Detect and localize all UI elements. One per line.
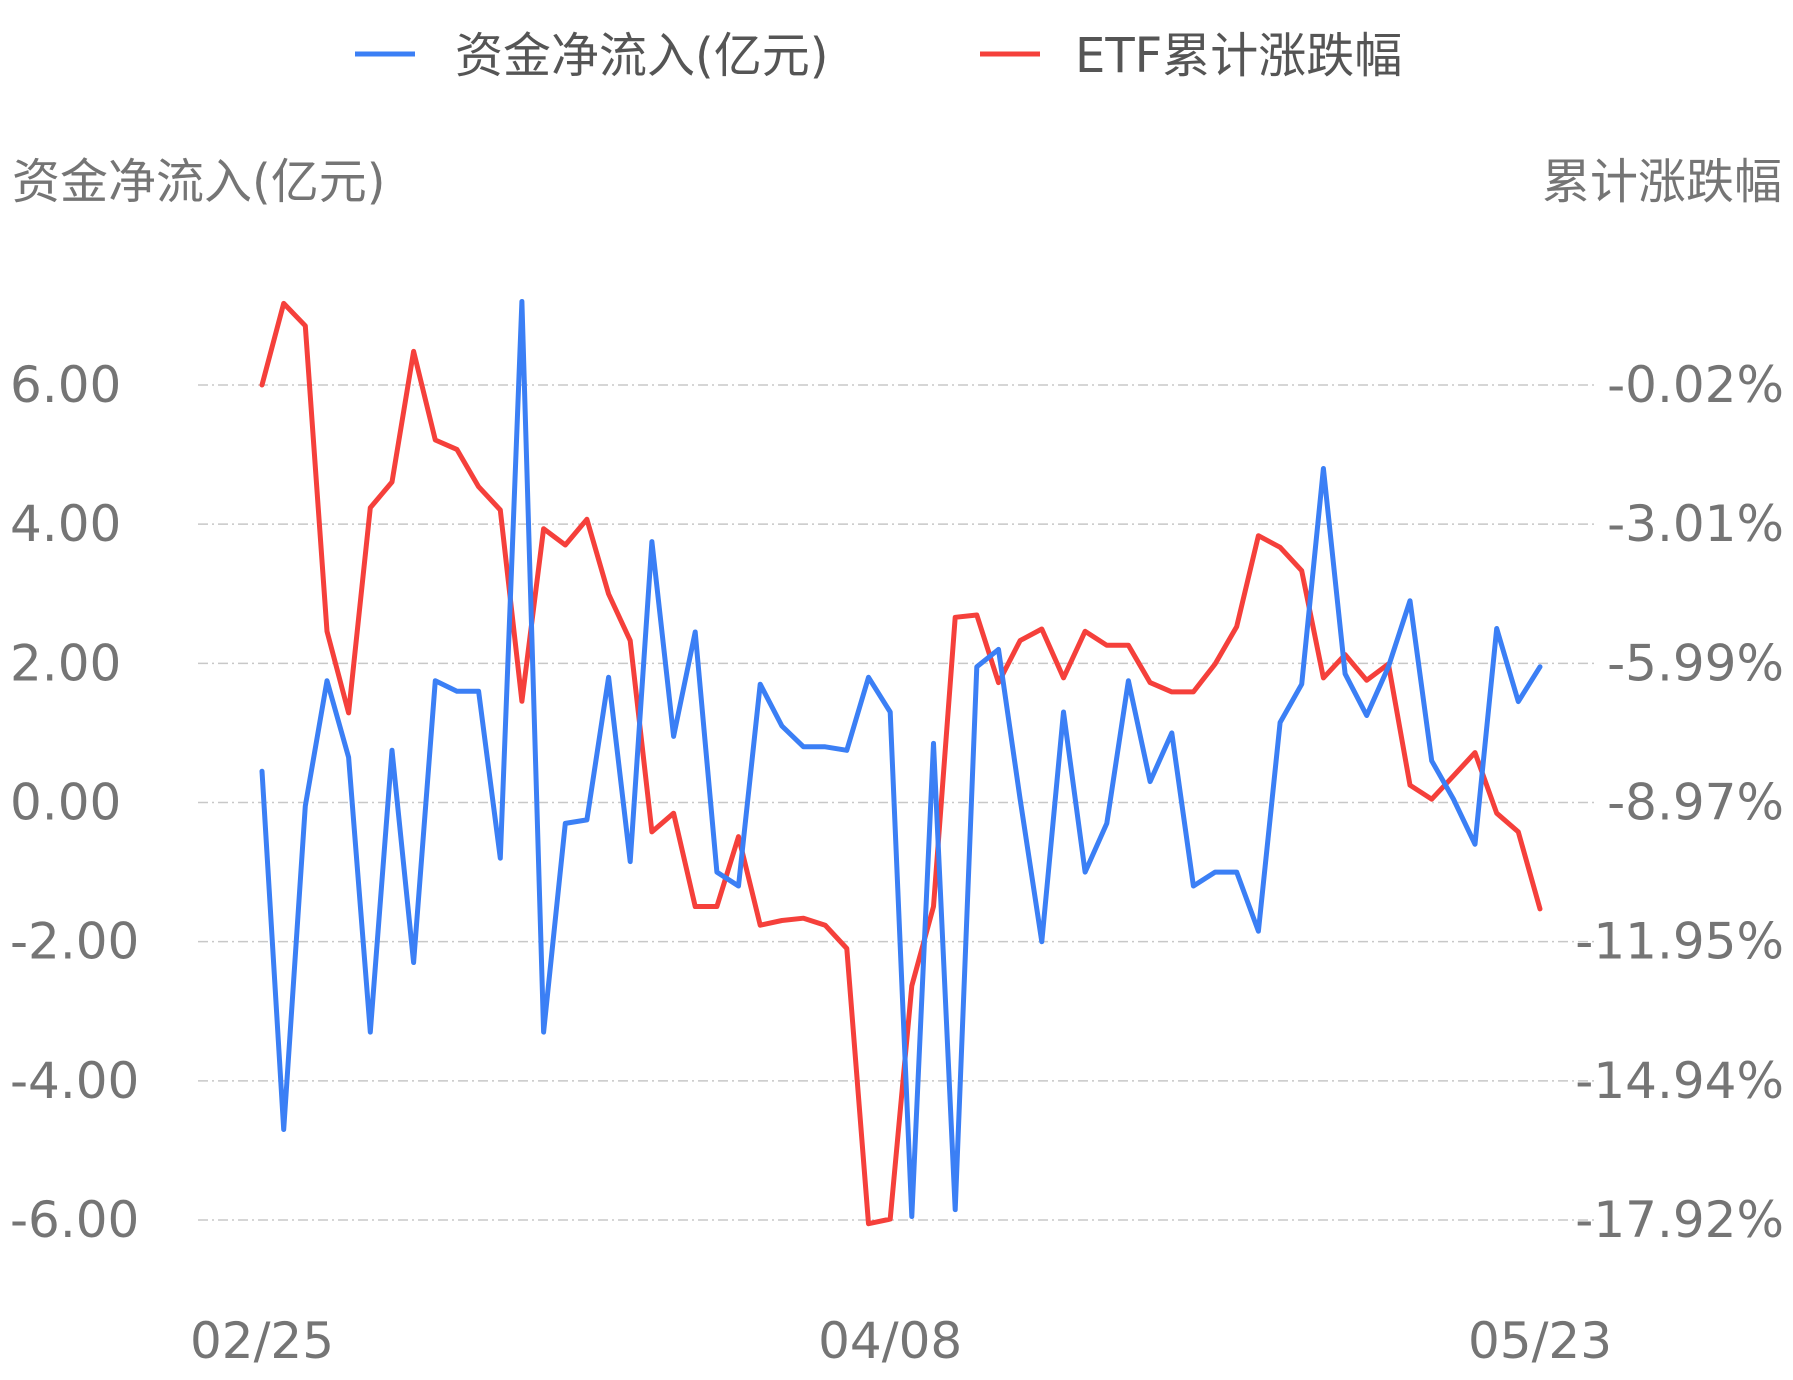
right-tick-label: -3.01% [1607,495,1784,553]
x-tick-label: 05/23 [1468,1312,1612,1370]
left-axis-title: 资金净流入(亿元) [12,154,385,210]
legend-label-etf-change: ETF累计涨跌幅 [1075,28,1402,84]
x-tick-label: 04/08 [818,1312,962,1370]
left-tick-label: 6.00 [10,356,121,414]
right-tick-label: -0.02% [1607,356,1784,414]
series-lines [259,299,1543,1227]
x-axis-ticks: 02/25 04/08 05/23 [190,1312,1612,1370]
right-tick-label: -5.99% [1607,634,1784,692]
left-tick-label: -6.00 [10,1191,139,1249]
x-tick-label: 02/25 [190,1312,334,1370]
left-tick-label: 4.00 [10,495,121,553]
left-tick-label: -2.00 [10,913,139,971]
right-tick-label: -14.94% [1575,1052,1784,1110]
series-line-etf-change [259,300,1543,1227]
right-axis-title: 累计涨跌幅 [1542,154,1782,210]
series-line-net-inflow [259,299,1543,1219]
grid-lines [198,384,1598,1221]
right-axis-ticks: -0.02% -3.01% -5.99% -8.97% -11.95% -14.94% -1… [1575,356,1784,1249]
legend: 资金净流入(亿元) ETF累计涨跌幅 [355,28,1402,84]
legend-label-net-inflow: 资金净流入(亿元) [455,28,828,84]
left-axis-ticks: 6.00 4.00 2.00 0.00 -2.00 -4.00 -6.00 [10,356,139,1249]
left-tick-label: -4.00 [10,1052,139,1110]
left-tick-label: 0.00 [10,774,121,832]
right-tick-label: -8.97% [1607,774,1784,832]
right-tick-label: -17.92% [1575,1191,1784,1249]
left-tick-label: 2.00 [10,634,121,692]
right-tick-label: -11.95% [1575,913,1784,971]
